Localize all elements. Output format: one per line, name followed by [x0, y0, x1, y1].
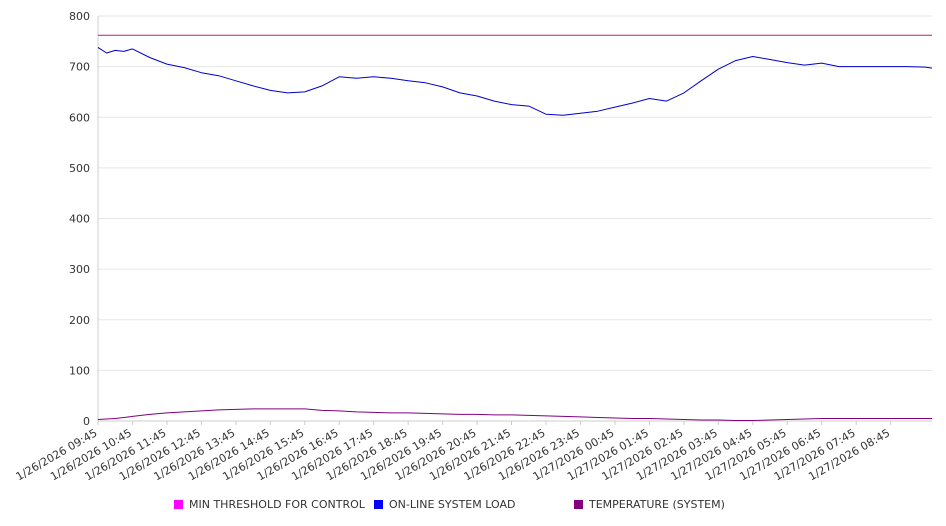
y-tick-label: 600 — [69, 111, 90, 124]
y-axis-ticks: 0 100 200 300 400 500 600 700 800 — [69, 10, 90, 428]
y-tick-label: 300 — [69, 263, 90, 276]
legend-item-temperature[interactable]: TEMPERATURE (SYSTEM) — [574, 498, 725, 511]
x-axis-ticks: 1/26/2026 09:451/26/2026 10:451/26/2026 … — [14, 421, 892, 483]
legend-swatch-min-threshold — [174, 500, 183, 509]
y-tick-label: 200 — [69, 314, 90, 327]
series-line-temperature — [97, 408, 932, 421]
y-tick-label: 0 — [83, 415, 90, 428]
y-tick-label: 500 — [69, 162, 90, 175]
legend-label-system-load: ON-LINE SYSTEM LOAD — [389, 498, 516, 511]
legend-item-system-load[interactable]: ON-LINE SYSTEM LOAD — [374, 498, 515, 511]
y-tick-label: 700 — [69, 61, 90, 74]
y-tick-label: 400 — [69, 213, 90, 226]
y-tick-label: 800 — [69, 10, 90, 23]
series-line-system-load — [97, 46, 933, 116]
legend-swatch-temperature — [574, 500, 583, 509]
line-chart: 0 100 200 300 400 500 600 700 800 1/26/2026 09:4… — [14, 10, 933, 483]
legend-label-min-threshold: MIN THRESHOLD FOR CONTROL — [189, 498, 365, 511]
y-tick-label: 100 — [69, 364, 90, 377]
legend-item-min-threshold[interactable]: MIN THRESHOLD FOR CONTROL — [174, 498, 365, 511]
legend-swatch-system-load — [374, 500, 383, 509]
legend-label-temperature: TEMPERATURE (SYSTEM) — [589, 498, 725, 511]
series-lines — [97, 34, 933, 421]
gridlines — [98, 15, 932, 371]
axes — [97, 16, 932, 422]
chart-legend: MIN THRESHOLD FOR CONTROL ON-LINE SYSTEM… — [174, 498, 934, 514]
